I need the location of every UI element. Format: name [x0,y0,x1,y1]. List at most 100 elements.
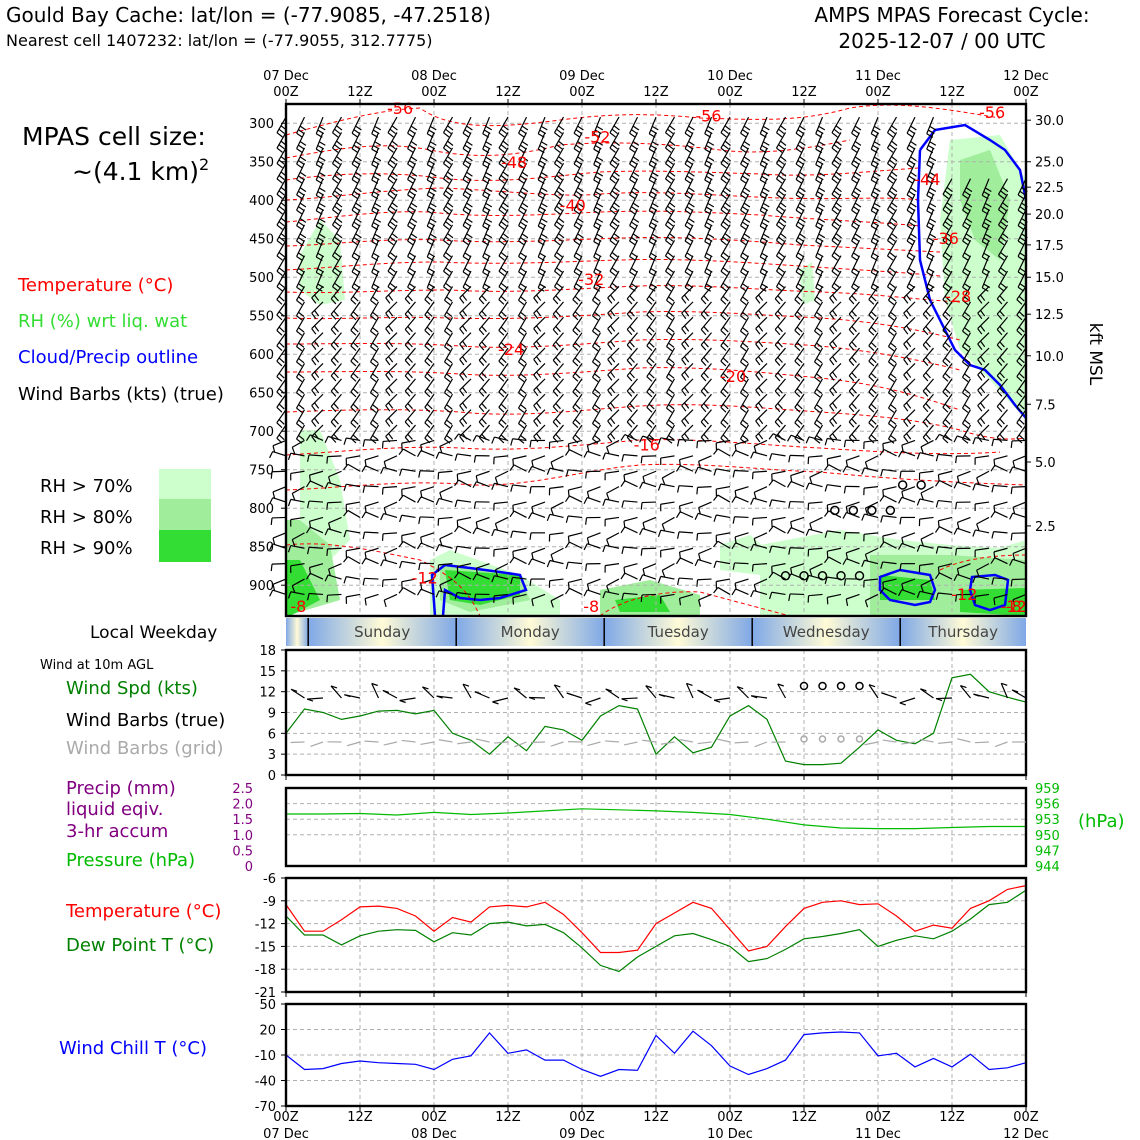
precip-tick-label: 2.0 [232,798,253,813]
wind-barb-flag [794,406,801,413]
wind-barb-flag [908,236,915,242]
wind-barb-flag [314,325,320,332]
wind-barb-flag [314,294,320,301]
wind-barb-flag [351,225,359,231]
wind-barb-flag [409,236,416,242]
wind-barb-flag [976,477,980,485]
wind-barb-flag [796,388,803,394]
wind-barb-flag [583,543,588,551]
wind-barb-flag [314,340,320,348]
wind-barb-flag [429,218,437,223]
wind-barb-flag [740,299,747,306]
y-tick-label: -10 [255,1049,276,1064]
wind-barb-flag [298,206,305,212]
wind-barb-shaft [887,332,898,347]
wind-barb-flag [684,178,692,184]
wind-barb-flag [533,436,539,443]
wind-barb-flag [385,343,391,350]
wind-barb-flag [520,404,527,410]
wind-barb-flag [831,163,838,169]
surface-barb-flag [399,699,406,704]
wind-barb-shaft [720,116,731,133]
wind-barb-shaft [795,270,805,288]
wind-barb-flag [352,372,359,379]
wind-barb-flag [500,144,507,150]
wind-barb-shaft [681,409,694,422]
wind-barb-shaft [790,563,805,569]
wind-barb-shaft [775,270,787,287]
wind-barb-flag [925,356,931,363]
wind-barb-flag [291,585,296,593]
wind-barb-flag [278,174,285,181]
wind-barb-flag [688,233,695,239]
wind-barb-shaft [678,577,694,580]
wind-barb-flag [639,528,644,536]
wind-barb-shaft [371,132,380,150]
wind-barb-flag [334,144,341,150]
wind-barb-flag [688,140,695,146]
wind-barb-flag [990,465,996,472]
wind-barb-flag [887,147,894,153]
wind-barb-flag [891,186,898,193]
wind-barb-shaft [482,255,491,273]
wind-barb-shaft [815,270,824,288]
wind-barb-shaft [883,495,897,503]
wind-barb-shaft [593,193,602,211]
wind-barb-flag [758,386,764,394]
wind-barb-flag [462,132,470,138]
wind-barb-flag [977,436,983,443]
wind-barb-shaft [920,486,934,494]
wind-barb-shaft [607,424,620,437]
wind-barb-flag [1018,311,1025,317]
wind-barb-shaft [942,332,953,347]
wind-barb-flag [977,297,983,304]
y-tick-label: -21 [255,986,276,1001]
wind-barb-shaft [494,501,509,505]
temperature-panel: -6-9-12-15-18-21 [255,872,1028,1001]
wind-barb-shaft [720,301,731,316]
wind-barb-flag [404,359,411,366]
wind-barb-flag [381,487,384,495]
surface-barb-flag [585,702,592,706]
wind-barb-shaft [1017,224,1027,242]
wind-barb-shaft [401,578,416,583]
wind-barb-flag [334,221,341,227]
rh90-swatch [159,530,211,562]
wind-barb-flag [407,372,413,379]
surface-barb-shaft [371,683,380,699]
wind-barb-flag [707,125,715,131]
wind-barb-flag [955,548,958,556]
wind-barb-shaft [870,193,879,211]
wind-barb-flag [740,361,747,367]
wind-barb-flag [667,190,674,196]
wind-barb-shaft [851,178,861,196]
surface-barb-shaft [959,685,971,699]
wind-barb-flag [610,433,616,440]
wind-barb-shaft [495,516,509,525]
wind-barb-flag [722,159,729,165]
wind-barb-flag [722,236,729,242]
wind-barb-shaft [868,347,879,362]
wind-barb-flag [1019,283,1026,289]
wind-barb-flag [920,585,924,593]
wind-barb-flag [555,326,561,333]
wind-barb-flag [797,236,804,242]
wind-barb-shaft [623,454,638,457]
wind-barb-flag [387,178,394,184]
wind-barb-flag [466,217,473,223]
wind-barb-flag [667,221,674,227]
wind-barb-flag [550,554,554,562]
wind-barb-shaft [759,163,768,181]
wind-barb-shaft [1016,286,1027,300]
wind-barb-shaft [482,178,491,196]
wind-barb-shaft [829,286,842,299]
wind-barb-flag [740,271,747,277]
wind-barb-flag [720,360,727,367]
wind-barb-shaft [593,163,602,181]
wind-barb-shaft [424,409,435,424]
wind-barb-flag [794,376,801,382]
wind-barb-shaft [851,270,861,288]
wind-barb-flag [439,492,443,500]
wind-barb-flag [851,225,858,231]
wind-barb-flag [686,206,693,212]
